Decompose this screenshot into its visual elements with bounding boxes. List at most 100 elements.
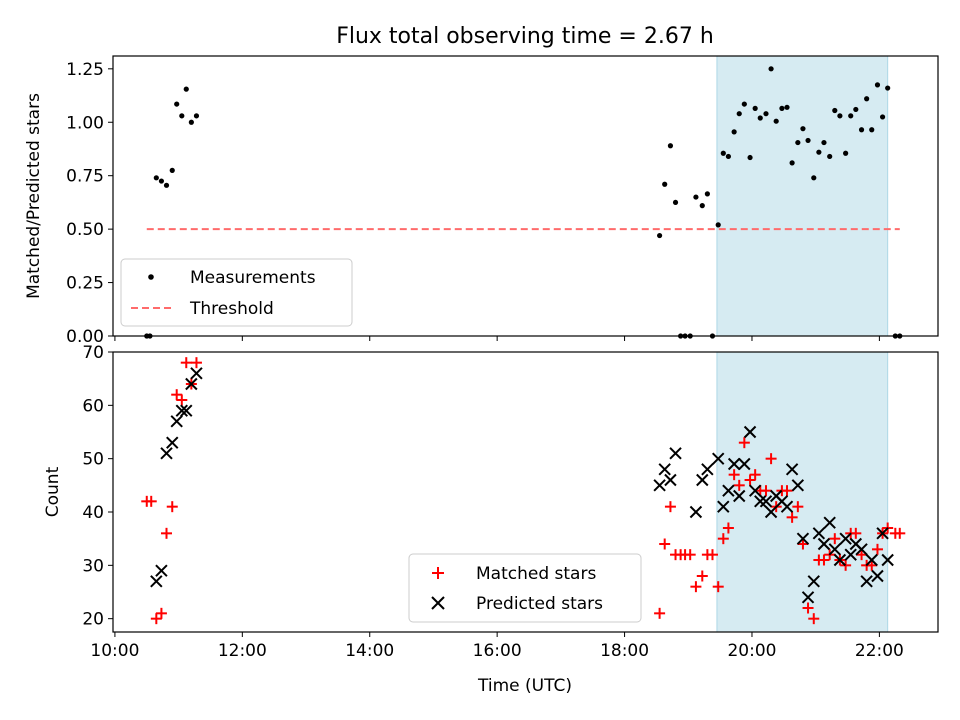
- count-x-tick-label: 14:00: [345, 641, 394, 661]
- count-y-tick-label: 50: [82, 450, 104, 470]
- measurement-point: [827, 153, 833, 160]
- measurement-point: [715, 222, 721, 228]
- measurement-point: [800, 126, 806, 132]
- legend-matched-marker: [432, 567, 444, 579]
- matched-star-point: [760, 485, 772, 497]
- ratio-y-tick-label: 0.75: [66, 167, 104, 187]
- measurement-point: [843, 150, 849, 156]
- predicted-star-point: [807, 575, 820, 588]
- ratio-axes-frame: [112, 55, 939, 337]
- predicted-star-point: [738, 457, 751, 471]
- measurement-point: [779, 105, 785, 111]
- legend-measurements-marker: [148, 274, 154, 280]
- matched-star-point: [171, 389, 183, 401]
- ratio-y-ticks: 0.00 0.25 0.50 0.75 1.00 1.25: [66, 60, 113, 347]
- matched-star-point: [840, 559, 852, 571]
- predicted-star-point: [855, 543, 868, 556]
- predicted-star-point: [817, 537, 831, 551]
- predicted-star-point: [669, 447, 682, 460]
- ratio-y-tick-label: 0.50: [66, 220, 104, 240]
- measurement-point: [885, 85, 891, 91]
- matched-star-point: [733, 479, 745, 491]
- count-y-ticks: 20 30 40 50 60 70: [82, 343, 113, 630]
- predicted-star-point: [796, 532, 810, 545]
- predicted-star-point: [876, 527, 889, 540]
- matched-star-point: [190, 357, 202, 369]
- matched-star-point: [722, 522, 734, 534]
- matched-star-point: [829, 533, 841, 545]
- measurement-point: [725, 153, 732, 160]
- measurement-point: [768, 66, 774, 72]
- predicted-star-point: [733, 489, 746, 503]
- measurement-points: [144, 66, 903, 339]
- measurement-point: [805, 137, 811, 144]
- count-legend-box: [408, 553, 642, 623]
- matched-star-point: [664, 501, 676, 513]
- predicted-star-point: [828, 543, 842, 556]
- measurement-point: [699, 203, 705, 209]
- predicted-star-point: [754, 495, 767, 508]
- predicted-star-point: [190, 367, 203, 380]
- matched-star-point: [738, 437, 750, 449]
- measurement-point: [657, 232, 663, 239]
- predicted-star-point: [160, 447, 173, 460]
- measurement-point: [174, 101, 180, 107]
- measurement-point: [183, 86, 189, 92]
- measurement-point: [869, 127, 875, 133]
- matched-star-point: [654, 607, 666, 619]
- matched-star-point: [866, 559, 878, 571]
- ratio-x-ticks: [114, 336, 880, 341]
- measurement-point: [747, 154, 753, 161]
- measurement-point: [193, 113, 200, 119]
- matched-star-point: [659, 538, 671, 550]
- measurement-point: [811, 175, 817, 181]
- measurement-point: [848, 113, 854, 119]
- predicted-star-point: [801, 591, 815, 604]
- measurement-point: [773, 118, 779, 124]
- matched-star-point: [166, 501, 178, 513]
- predicted-star-point: [844, 548, 857, 561]
- predicted-star-point: [150, 575, 163, 588]
- count-y-tick-label: 70: [82, 343, 104, 363]
- matched-star-point: [744, 474, 756, 486]
- ratio-y-tick-label: 0.25: [66, 274, 104, 294]
- matched-star-point: [180, 357, 192, 369]
- predicted-star-point: [785, 463, 799, 476]
- measurement-point: [693, 194, 699, 200]
- ratio-y-tick-label: 0.00: [66, 327, 104, 347]
- matched-star-point: [786, 511, 798, 523]
- matched-star-point: [150, 613, 162, 625]
- count-y-label: Count: [43, 466, 63, 517]
- predicted-star-point: [780, 500, 794, 513]
- predicted-star-point: [748, 484, 762, 497]
- matched-star-point: [706, 549, 718, 561]
- predicted-star-point: [658, 463, 671, 476]
- measurement-point: [858, 127, 865, 133]
- ratio-y-tick-label: 1.25: [66, 60, 104, 80]
- matched-star-point: [808, 613, 820, 625]
- predicted-star-point: [759, 495, 773, 508]
- measurement-point: [179, 113, 185, 119]
- measurement-point: [158, 178, 165, 184]
- measurement-point: [864, 96, 870, 102]
- count-x-tick-label: 10:00: [90, 641, 139, 661]
- measurement-point: [784, 104, 790, 110]
- count-x-tick-label: 20:00: [727, 641, 776, 661]
- observing-window-shade: [716, 55, 889, 337]
- predicted-star-point: [881, 553, 894, 567]
- matched-star-point: [749, 469, 761, 481]
- measurement-point: [795, 139, 801, 146]
- measurement-point: [163, 182, 170, 188]
- legend-predicted-marker: [431, 596, 445, 610]
- measurement-point: [874, 82, 881, 88]
- predicted-star-point: [727, 457, 741, 471]
- legend-predicted-label: Predicted stars: [476, 594, 603, 614]
- ratio-y-tick-label: 1.00: [66, 113, 104, 133]
- measurement-point: [720, 150, 726, 156]
- matched-star-point: [792, 501, 804, 513]
- legend-matched-label: Matched stars: [476, 564, 596, 584]
- matched-star-point: [818, 554, 830, 566]
- matched-star-point: [155, 607, 167, 619]
- x-axis-label: Time (UTC): [477, 676, 572, 696]
